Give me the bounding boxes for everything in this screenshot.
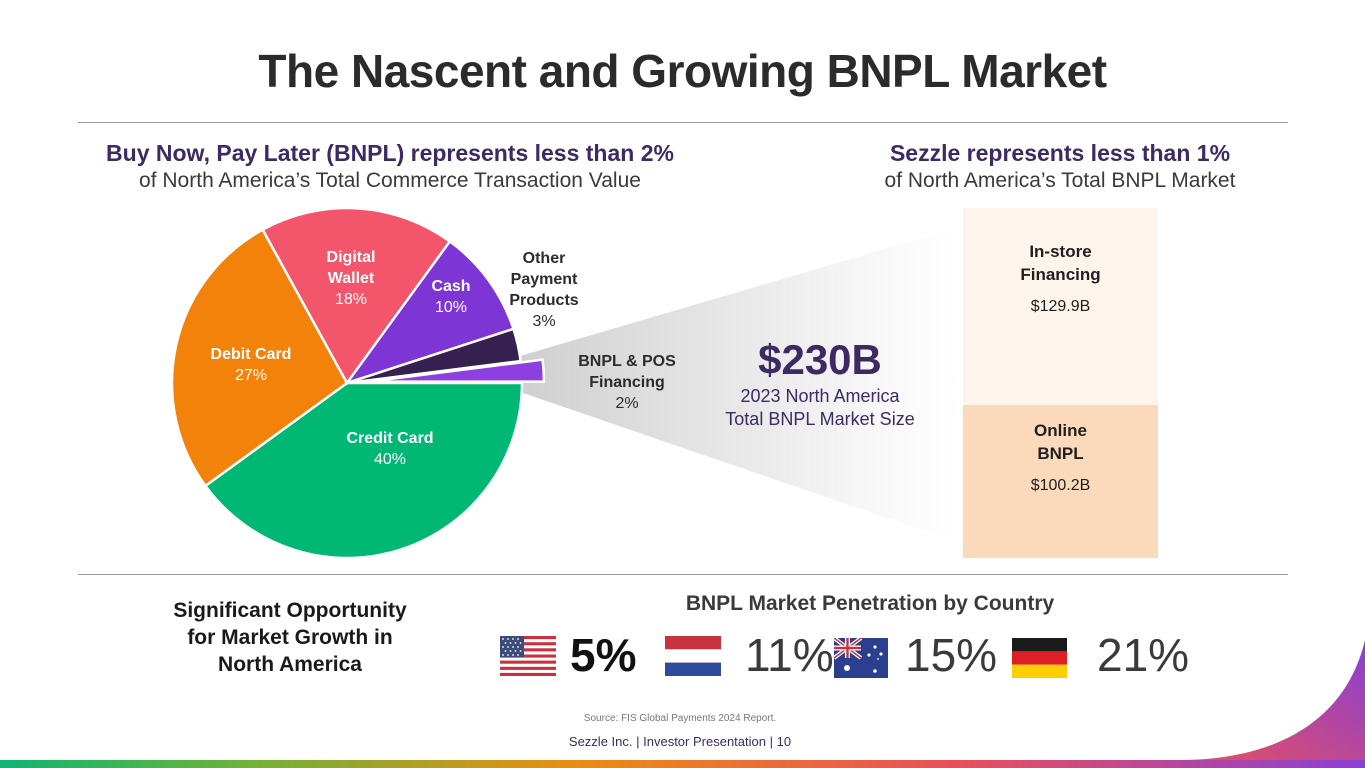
us-flag-icon (500, 636, 556, 676)
bottom-divider (78, 574, 1288, 575)
slice-label-digital-wallet-pct: 18% (334, 291, 368, 308)
slice-label-bnpl-name: BNPL & POS Financing (578, 353, 676, 391)
netherlands-flag-icon (665, 636, 721, 676)
market-size-caption-1: 2023 North America (740, 386, 900, 406)
slice-label-debit-card-pct: 27% (234, 367, 268, 384)
pie-chart (170, 206, 546, 560)
left-subheading: of North America’s Total Commerce Transa… (139, 169, 641, 192)
footer-page: 10 (776, 734, 792, 749)
germany-flag-icon (1012, 638, 1067, 678)
footer: Sezzle Inc. | Investor Presentation | 10 (480, 734, 880, 749)
right-subheading: of North America’s Total BNPL Market (884, 169, 1236, 192)
slice-label-other-pct: 3% (532, 313, 556, 330)
pie-slice-bnpl-pos-financing (368, 358, 546, 383)
market-size-caption-2: Total BNPL Market Size (725, 409, 915, 429)
page-title: The Nascent and Growing BNPL Market (258, 45, 1107, 97)
footer-separator-2: | (769, 734, 777, 749)
australia-penetration-value: 15% (905, 629, 998, 681)
market-size-value: $230B (758, 336, 882, 383)
netherlands-penetration-value: 11% (745, 629, 834, 681)
pie-slice-debit-card (170, 227, 349, 488)
slice-label-bnpl-pct: 2% (615, 395, 639, 412)
slice-label-debit-card-name: Debit Card (210, 346, 292, 363)
slice-label-credit-card-pct: 40% (373, 451, 407, 468)
penetration-title: BNPL Market Penetration by Country (685, 592, 1055, 615)
slice-label-cash-pct: 10% (434, 299, 468, 316)
bar-label-online: Online BNPL $100.2B (963, 419, 1158, 495)
bar-segment-online (963, 405, 1158, 558)
bottom-gradient-bar (0, 760, 1365, 768)
australia-flag-icon (834, 638, 888, 678)
bar-label-online-name: Online BNPL (1034, 421, 1087, 463)
germany-penetration-value: 21% (1097, 629, 1190, 681)
pie-slice-other-payment-products (346, 327, 523, 385)
slice-label-other: Other Payment Products 3% (494, 248, 594, 332)
bar-segment-in-store (963, 208, 1158, 405)
bar-label-in-store-name: In-store Financing (1020, 242, 1101, 284)
slice-label-debit-card: Debit Card 27% (191, 344, 311, 386)
bar-label-in-store: In-store Financing $129.9B (963, 240, 1158, 316)
bar-label-online-value: $100.2B (1030, 477, 1091, 494)
corner-swoosh-decoration (1180, 640, 1365, 760)
footer-separator-1: | (636, 734, 644, 749)
pie-slice-digital-wallet (260, 206, 452, 386)
top-divider (78, 122, 1288, 123)
pie-slice-cash (343, 239, 516, 386)
slice-label-bnpl: BNPL & POS Financing 2% (562, 351, 692, 414)
right-heading: Sezzle represents less than 1% (889, 140, 1231, 166)
us-penetration-value: 5% (570, 629, 637, 681)
footer-company: Sezzle Inc. (568, 734, 633, 749)
slice-label-cash-name: Cash (431, 278, 471, 295)
bar-label-in-store-value: $129.9B (1030, 298, 1091, 315)
slice-label-cash: Cash 10% (416, 276, 486, 318)
slice-label-other-name: Other Payment Products (509, 250, 579, 309)
footer-doc: Investor Presentation (643, 734, 766, 749)
slice-label-credit-card-name: Credit Card (346, 430, 434, 447)
slice-label-digital-wallet: Digital Wallet 18% (306, 247, 396, 310)
slice-label-credit-card: Credit Card 40% (325, 428, 455, 470)
source-note: Source: FIS Global Payments 2024 Report. (583, 713, 777, 724)
funnel-shape (520, 226, 963, 544)
opportunity-text: Significant Opportunity for Market Growt… (173, 599, 407, 676)
left-heading: Buy Now, Pay Later (BNPL) represents les… (106, 140, 674, 166)
slice-label-digital-wallet-name: Digital Wallet (326, 249, 376, 287)
pie-slice-credit-card (203, 381, 524, 560)
